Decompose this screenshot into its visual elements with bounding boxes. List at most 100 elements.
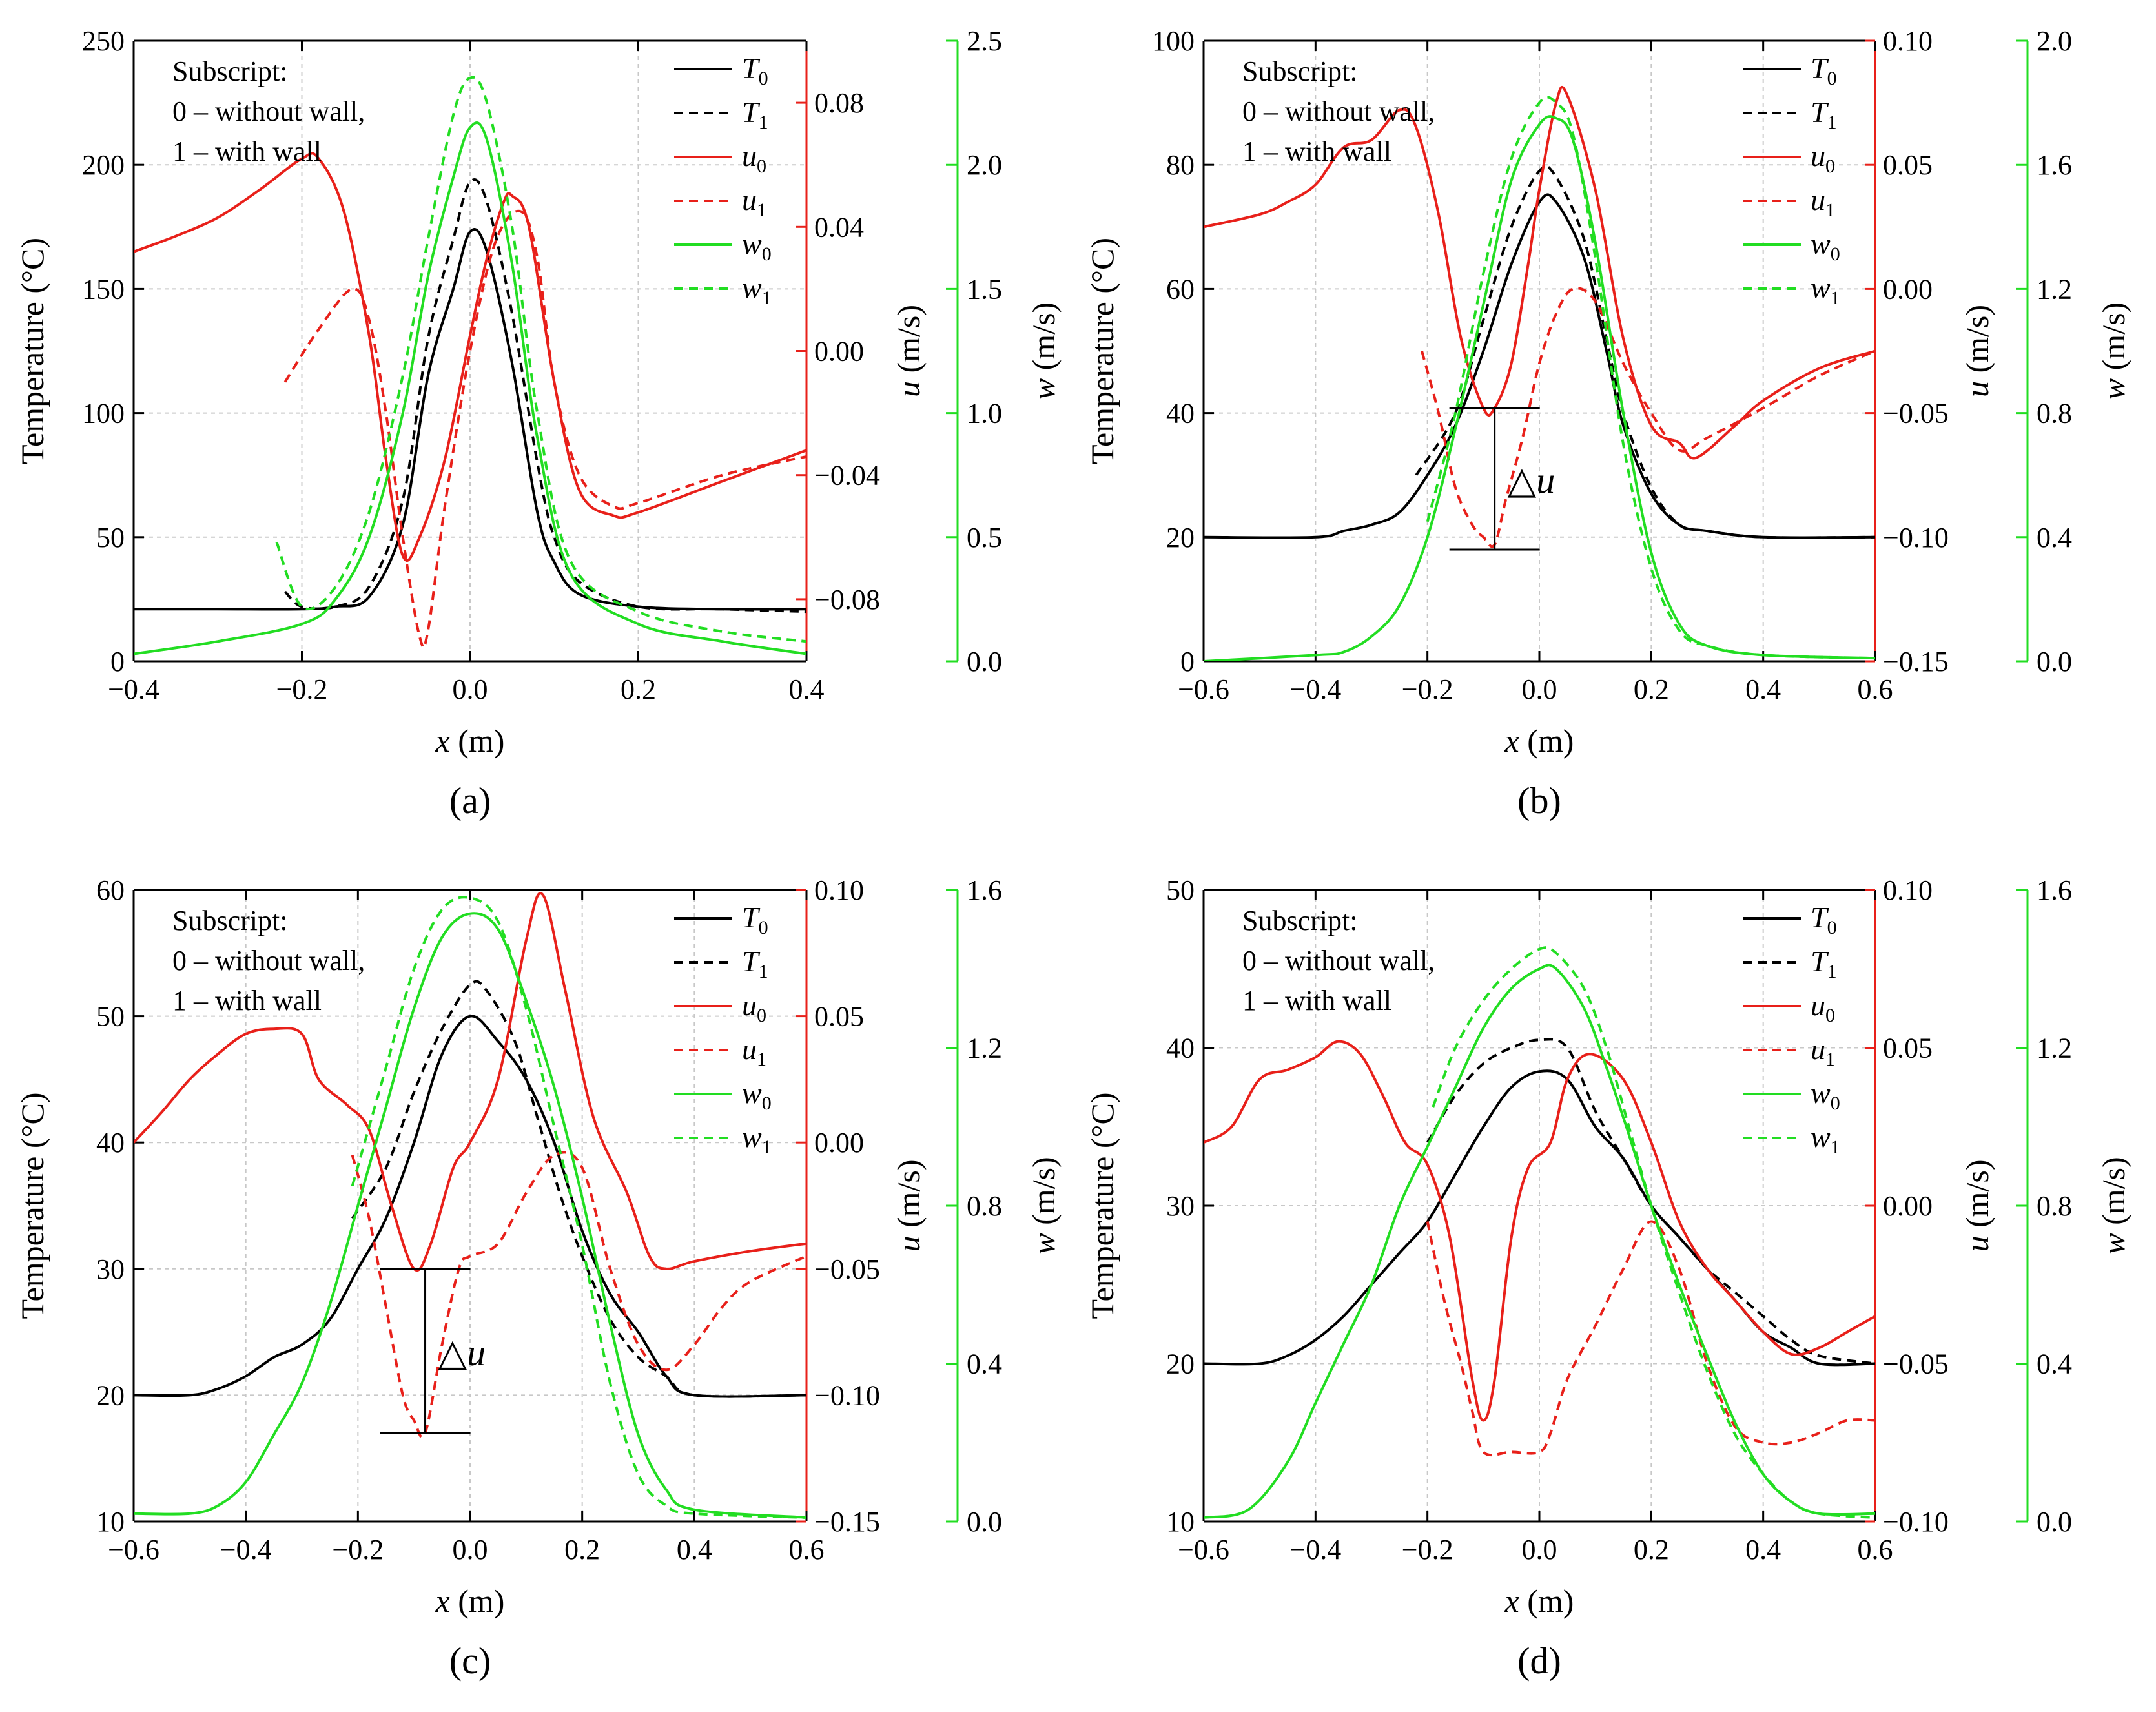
w-axis-title: w (m/s) <box>1025 302 1062 400</box>
w-tick-label: 0.0 <box>967 1506 1002 1538</box>
w-axis-title-unit: (m/s) <box>2095 1157 2131 1233</box>
legend-label-T1: T1 <box>1811 96 1837 133</box>
legend-label-T0: T0 <box>1811 52 1837 89</box>
temperature-tick-label: 0 <box>1180 646 1195 677</box>
w-tick-label: 0.0 <box>967 646 1002 677</box>
w-axis-title-var: w <box>1025 378 1062 400</box>
delta-u-label: △u <box>1508 459 1555 501</box>
x-tick-label: −0.2 <box>1402 674 1453 705</box>
x-axis-title-unit: (m) <box>450 723 505 759</box>
x-axis-title: x (m) <box>435 723 505 759</box>
u-tick-label: −0.10 <box>1883 1506 1949 1538</box>
u-tick-label: −0.15 <box>1883 646 1949 677</box>
u-axis-title-var: u <box>890 1236 927 1252</box>
u-tick-label: −0.10 <box>814 1379 880 1411</box>
note-line: 1 – with wall <box>1242 136 1391 167</box>
panel-label: (d) <box>1517 1640 1561 1682</box>
w-axis-title-var: w <box>2095 378 2131 400</box>
delta-u-annotation: △u <box>1449 407 1555 551</box>
legend-subscript: 1 <box>1827 112 1837 133</box>
legend-symbol: w <box>1811 271 1831 304</box>
x-tick-label: 0.4 <box>1745 674 1781 705</box>
note-line: Subscript: <box>172 56 287 87</box>
w-tick-label: 1.2 <box>967 1033 1002 1064</box>
x-tick-label: 0.4 <box>677 1534 712 1565</box>
w-axis-title-unit: (m/s) <box>2095 302 2131 378</box>
u-axis-title-var: u <box>890 381 927 397</box>
x-tick-label: 0.0 <box>453 674 488 705</box>
w-tick-label: 1.6 <box>2037 149 2072 181</box>
legend-label-w0: w0 <box>1811 1077 1840 1114</box>
x-tick-label: 0.2 <box>1634 674 1669 705</box>
panel-label: (b) <box>1517 779 1561 821</box>
legend-subscript: 0 <box>762 243 772 265</box>
legend-symbol: T <box>1811 52 1829 85</box>
legend-label-u0: u0 <box>742 139 766 177</box>
note-line: 0 – without wall, <box>172 96 365 127</box>
u-tick-label: 0.00 <box>1883 273 1933 305</box>
u-tick-label: −0.04 <box>814 460 880 491</box>
w-tick-label: 1.2 <box>2037 273 2072 305</box>
legend-label-T1: T1 <box>1811 945 1837 982</box>
x-axis-title-unit: (m) <box>1519 1583 1574 1619</box>
legend-subscript: 0 <box>1825 156 1835 177</box>
legend-subscript: 1 <box>757 200 766 221</box>
panel-c: −0.6 −0.4 −0.2 0.0 0.2 0.4 0.6102030405060−0.1… <box>14 874 1062 1682</box>
temperature-tick-label: 250 <box>82 25 125 57</box>
legend-symbol: w <box>742 271 762 304</box>
legend-symbol: w <box>1811 1077 1831 1109</box>
legend-label-T0: T0 <box>742 52 768 89</box>
note-line: 1 – with wall <box>1242 985 1391 1016</box>
u-axis-title: u (m/s) <box>1959 305 1995 397</box>
legend-symbol: u <box>1811 989 1825 1022</box>
x-tick-label: 0.0 <box>1522 1534 1557 1565</box>
gridlines <box>1204 890 1875 1521</box>
legend-subscript: 0 <box>762 1093 772 1114</box>
legend-symbol: u <box>742 1033 757 1066</box>
temperature-tick-label: 100 <box>1152 25 1195 57</box>
temperature-tick-label: 40 <box>96 1127 125 1159</box>
legend-subscript: 0 <box>1827 68 1837 89</box>
w-axis-title-var: w <box>1025 1233 1062 1254</box>
x-tick-label: −0.4 <box>220 1534 272 1565</box>
w-tick-label: 2.5 <box>967 25 1002 57</box>
u-tick-label: 0.05 <box>1883 149 1933 181</box>
w-axis-title-unit: (m/s) <box>1025 1157 1062 1233</box>
x-axis-title-var: x <box>1504 723 1519 759</box>
w-tick-label: 2.0 <box>2037 25 2072 57</box>
note-line: 1 – with wall <box>172 985 322 1016</box>
legend-label-u1: u1 <box>1811 1033 1835 1070</box>
x-tick-label: 0.2 <box>564 1534 600 1565</box>
u-axis-title-unit: (m/s) <box>890 1159 927 1235</box>
w-tick-label: 1.0 <box>967 398 1002 429</box>
temperature-tick-label: 80 <box>1166 149 1195 181</box>
u-tick-label: −0.05 <box>1883 398 1949 429</box>
w-tick-label: 0.0 <box>2037 1506 2072 1538</box>
series-w1 <box>1426 96 1875 660</box>
series-u1 <box>1426 1220 1875 1457</box>
x-tick-label: −0.2 <box>332 1534 384 1565</box>
u-tick-label: 0.08 <box>814 87 864 119</box>
series-w0 <box>1204 964 1875 1519</box>
u-axis-title-unit: (m/s) <box>890 305 927 381</box>
series-T0 <box>134 1015 806 1398</box>
temperature-tick-label: 20 <box>96 1379 125 1411</box>
u-tick-label: −0.10 <box>1883 522 1949 553</box>
series-T0 <box>1204 193 1875 539</box>
x-axis-title-unit: (m) <box>1519 723 1574 759</box>
legend-subscript: 1 <box>762 1137 772 1158</box>
x-axis-title-var: x <box>1504 1583 1519 1619</box>
u-axis-title: u (m/s) <box>890 305 927 397</box>
w-tick-label: 0.8 <box>2037 398 2072 429</box>
u-tick-label: −0.05 <box>814 1253 880 1285</box>
series-u0 <box>1204 85 1875 460</box>
legend-subscript: 1 <box>762 287 772 309</box>
u-tick-label: 0.10 <box>814 874 864 906</box>
x-axis-title-unit: (m) <box>450 1583 505 1619</box>
w-tick-label: 1.2 <box>2037 1033 2072 1064</box>
series-group <box>1204 946 1875 1519</box>
series-u0 <box>134 892 806 1272</box>
x-tick-label: 0.6 <box>1858 674 1893 705</box>
x-tick-label: −0.4 <box>1289 1534 1341 1565</box>
